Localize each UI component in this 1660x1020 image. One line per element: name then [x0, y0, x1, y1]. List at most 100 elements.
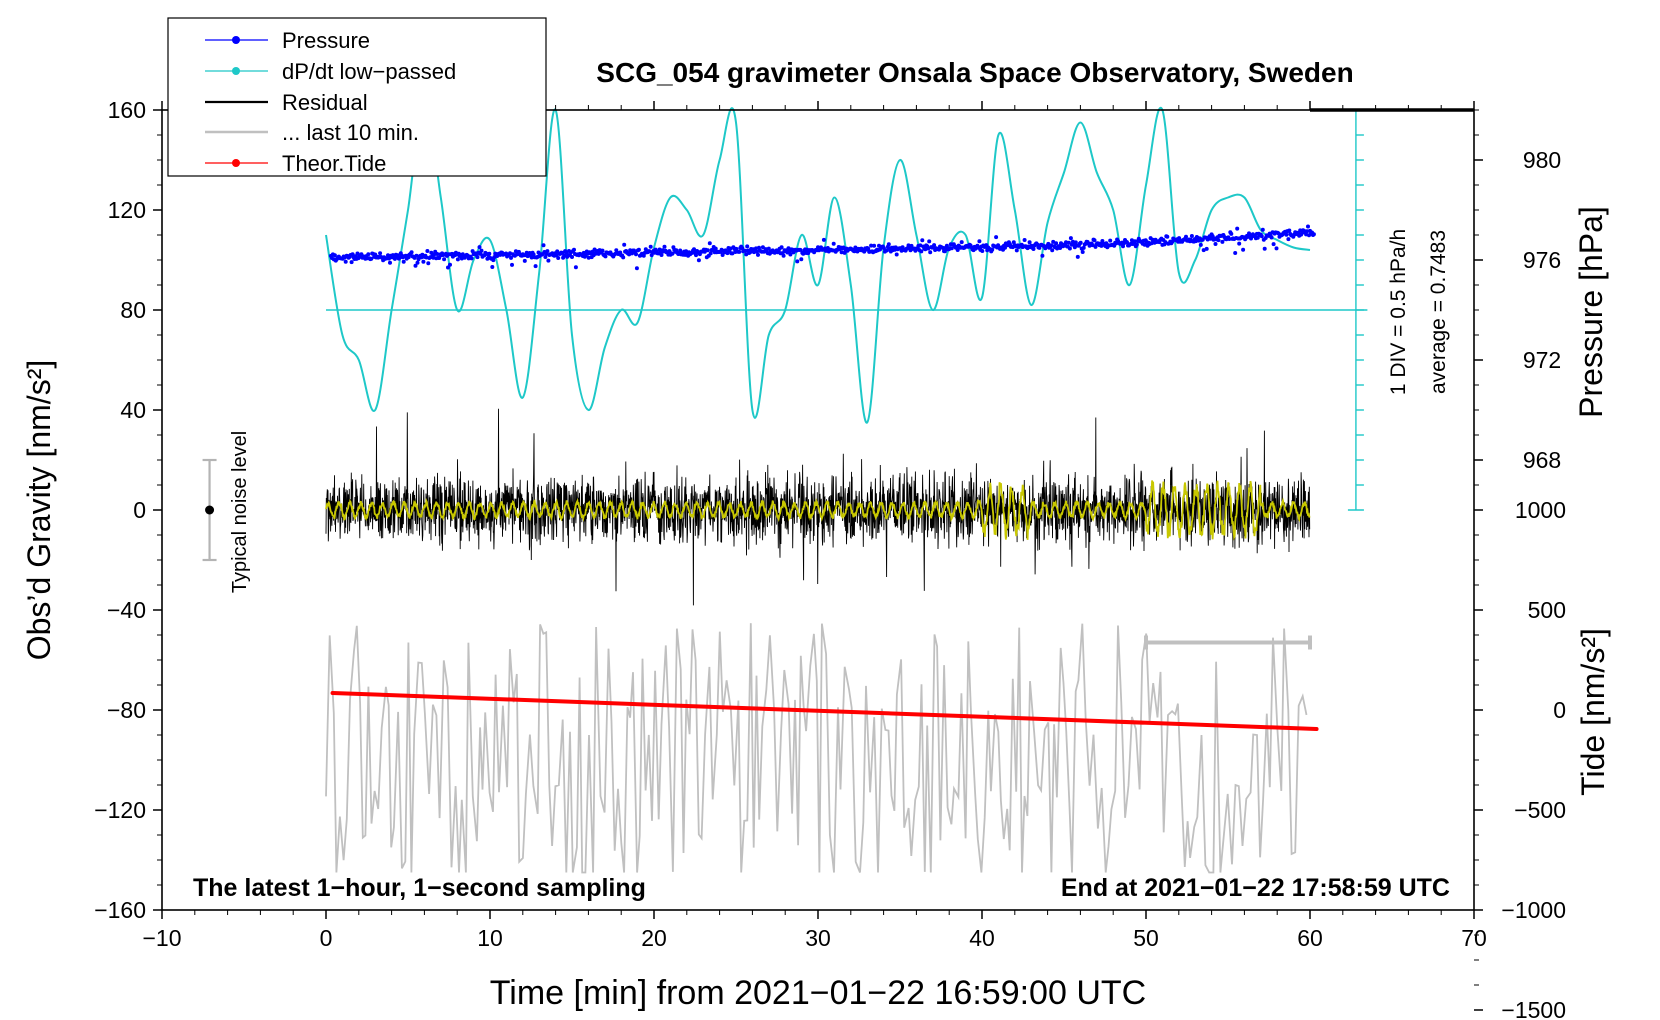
pressure-dot [572, 247, 576, 252]
pressure-dot [545, 249, 550, 254]
pressure-dot [1003, 245, 1007, 250]
pressure-dot [1108, 238, 1113, 243]
pressure-dot [1027, 240, 1032, 245]
legend-label-last10: ... last 10 min. [282, 120, 419, 145]
pressure-dot [977, 239, 982, 244]
pressure-dot [1260, 227, 1265, 232]
pressure-dot [1073, 240, 1078, 245]
pressure-dot [1011, 240, 1016, 245]
pressure-dot [1068, 236, 1073, 241]
pressure-dot [442, 257, 447, 262]
pressure-dot [1241, 247, 1246, 252]
pressure-dot [795, 259, 800, 264]
noise-level-label: Typical noise level [229, 431, 251, 593]
pressure-dot [990, 247, 995, 252]
pressure-dot [713, 246, 718, 251]
pressure-dot [634, 266, 639, 271]
pressure-dot [1213, 242, 1218, 246]
x-tick-label: 0 [320, 925, 333, 951]
pressure-dot [1262, 246, 1267, 251]
pressure-dot [426, 261, 431, 266]
y-tick-label: 0 [133, 497, 146, 523]
pressure-dot [425, 249, 430, 253]
y-tick-label: 40 [120, 397, 146, 423]
axis-ticks: −10 0 10 20 30 40 50 60 70 160 120 80 40 0 −40 −80 −120 −… [94, 97, 1566, 1020]
x-tick-label: 20 [641, 925, 667, 951]
pressure-dot [959, 240, 964, 245]
pressure-dot [366, 252, 371, 257]
pressure-tick-label: 980 [1523, 147, 1561, 173]
pressure-dot [622, 242, 627, 247]
pressure-dot [543, 255, 548, 259]
pressure-dot [707, 241, 712, 246]
pressure-dot [479, 248, 484, 253]
legend-item-dpdt: dP/dt low−passed [205, 59, 456, 84]
pressure-dot [1081, 245, 1086, 250]
pressure-dot [533, 264, 538, 269]
last10-trace [325, 623, 1308, 874]
pressure-dot [1237, 241, 1242, 246]
pressure-dot [421, 259, 426, 264]
pressure-dot [1078, 240, 1083, 245]
pressure-dot [1306, 224, 1310, 229]
chart-title: SCG_054 gravimeter Onsala Space Observat… [596, 57, 1353, 88]
pressure-dot [692, 247, 696, 252]
pressure-dot [886, 242, 891, 247]
pressure-dot [1090, 243, 1095, 248]
pressure-tick-label: 972 [1523, 347, 1561, 373]
pressure-dot [926, 246, 931, 251]
pressure-dot [1259, 234, 1264, 239]
pressure-dot [872, 243, 877, 248]
pressure-dot [662, 244, 667, 249]
y-tick-label: −160 [94, 897, 146, 923]
pressure-dot [603, 254, 608, 259]
pressure-dot [919, 249, 924, 254]
pressure-dot [1080, 250, 1085, 254]
pressure-dot [743, 248, 748, 253]
pressure-dot [1184, 234, 1188, 239]
pressure-dot [1165, 234, 1170, 239]
pressure-dot [415, 260, 420, 265]
y-axis-label-gravity: Obs’d Gravity [nm/s²] [21, 360, 57, 661]
y-axis-label-tide: Tide [nm/s²] [1575, 628, 1611, 796]
pressure-dot [648, 244, 653, 249]
pressure-dot [475, 255, 480, 260]
pressure-dot [659, 253, 664, 257]
average-label: average = 0.7483 [1427, 230, 1450, 394]
pressure-dot [429, 250, 434, 255]
pressure-dot [955, 248, 960, 252]
legend-marker-pressure [232, 36, 240, 44]
pressure-dot [448, 262, 452, 267]
y-tick-label: 80 [120, 297, 146, 323]
tide-tick-label: −1000 [1501, 897, 1566, 923]
pressure-dot [546, 258, 551, 263]
pressure-dot [414, 253, 419, 258]
last10-span-marker [1144, 635, 1312, 650]
pressure-dot [508, 251, 512, 256]
legend-item-tide: Theor.Tide [205, 151, 386, 176]
pressure-dot [1189, 234, 1194, 238]
pressure-dot [1067, 246, 1072, 251]
pressure-dot [705, 248, 710, 253]
pressure-dot [949, 246, 954, 251]
pressure-dot [708, 251, 713, 256]
div-scale-label: 1 DIV = 0.5 hPa/h [1387, 229, 1410, 395]
pressure-dot [369, 256, 374, 261]
x-tick-label: 70 [1461, 925, 1487, 951]
pressure-dot [766, 246, 771, 251]
pressure-dot [1134, 242, 1139, 247]
legend-marker-dpdt [232, 67, 240, 75]
pressure-dot [798, 247, 803, 252]
pressure-dot [529, 255, 534, 260]
pressure-dot [562, 253, 567, 258]
pressure-dot [942, 249, 947, 254]
pressure-dot [586, 255, 591, 260]
pressure-dot [647, 249, 652, 254]
pressure-dot [779, 245, 784, 250]
pressure-dot [1269, 235, 1274, 240]
pressure-dot [1286, 237, 1291, 242]
pressure-dot [1125, 240, 1129, 245]
pressure-dot [1092, 238, 1097, 243]
y-axis-label-pressure: Pressure [hPa] [1573, 206, 1609, 418]
legend-label-residual: Residual [282, 90, 368, 115]
